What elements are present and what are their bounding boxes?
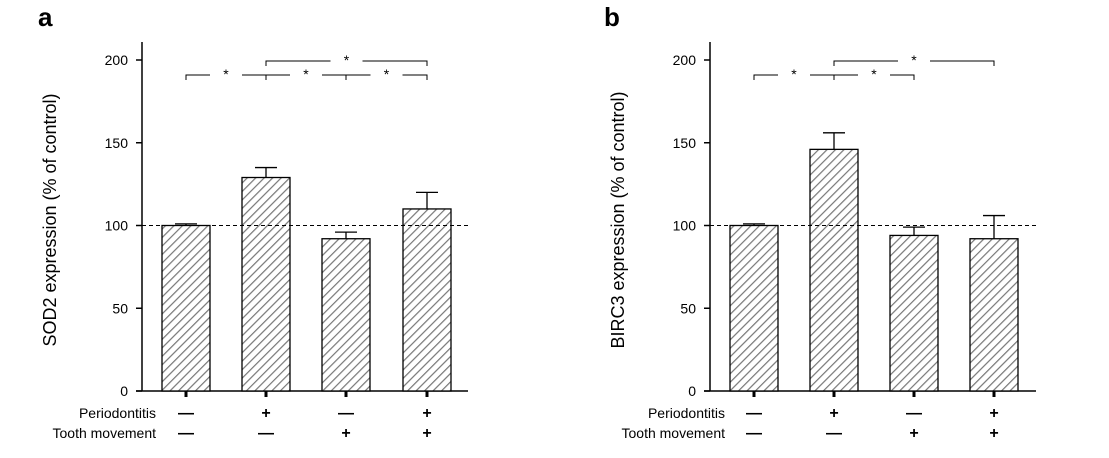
panel-b-bar-3 — [889, 234, 939, 392]
panel-b-row-label-tooth-movement: Tooth movement — [622, 425, 726, 441]
panel-b-y-tick-label: 150 — [673, 135, 697, 151]
panel-b-condition-2-bar-2: — — [826, 425, 842, 442]
panel-b-bar-4 — [969, 238, 1019, 392]
panel-b-significance-label-1: * — [791, 66, 797, 82]
panel-a-condition-2-bar-4: + — [422, 425, 431, 442]
panel-a-condition-1-bar-1: — — [178, 405, 194, 422]
panel-b-condition-1-bar-1: — — [746, 405, 762, 422]
panel-a-significance-bracket-4 — [265, 60, 428, 66]
panel-a-y-tick-label: 100 — [105, 218, 129, 234]
panel-b-y-axis-label: BIRC3 expression (% of control) — [608, 91, 628, 348]
panel-a-condition-1-bar-3: — — [338, 405, 354, 422]
panel-a-y-tick-label: 50 — [112, 300, 128, 316]
panel-a-row-label-tooth-movement: Tooth movement — [53, 425, 157, 441]
panel-a-y-tick-label: 150 — [105, 135, 129, 151]
panel-a-significance-bracket-3 — [345, 74, 428, 80]
panel-a-condition-2-bar-1: — — [178, 425, 194, 442]
panel-b-significance-label-3: * — [911, 52, 917, 68]
panel-b-plot-area: 0 50 100 150 200 * * * — + — + — — + + — [673, 42, 1036, 442]
panel-b-row-label-periodontitis: Periodontitis — [648, 405, 725, 421]
panel-a-bar-2 — [241, 176, 291, 392]
panel-a-significance-label-1: * — [223, 66, 229, 82]
panel-b-y-tick-label: 100 — [673, 218, 697, 234]
panel-b-y-tick-label: 50 — [680, 300, 696, 316]
panel-b-significance-label-2: * — [871, 66, 877, 82]
panel-b-significance-bracket-3 — [833, 60, 995, 66]
panel-b-significance-bracket-2 — [833, 74, 915, 80]
panel-a-condition-1-bar-2: + — [261, 405, 270, 422]
panel-b-y-tick-label: 0 — [688, 383, 696, 399]
panel-b-condition-1-bar-3: — — [906, 405, 922, 422]
panel-a-significance-label-3: * — [384, 66, 390, 82]
panel-b-letter: b — [604, 2, 620, 32]
panel-b-bar-2 — [809, 148, 859, 392]
panel-a-bar-3 — [321, 238, 371, 392]
panel-b-condition-2-bar-4: + — [989, 425, 998, 442]
panel-a-significance-label-4: * — [344, 52, 350, 68]
panel-a-condition-1-bar-4: + — [422, 405, 431, 422]
panel-a-y-tick-label: 200 — [105, 52, 129, 68]
panel-b-condition-1-bar-4: + — [989, 405, 998, 422]
panel-b-condition-1-bar-2: + — [829, 405, 838, 422]
panel-b-condition-2-bar-1: — — [746, 425, 762, 442]
panel-a-plot-area: 0 50 100 150 200 * * * * — + — + — — + + — [105, 42, 468, 442]
panel-a-letter: a — [38, 2, 53, 32]
panel-a-y-tick-label: 0 — [120, 383, 128, 399]
panel-a-condition-2-bar-3: + — [341, 425, 350, 442]
panel-a-y-axis-label: SOD2 expression (% of control) — [40, 93, 60, 346]
panel-b-y-tick-label: 200 — [673, 52, 697, 68]
panel-a-condition-2-bar-2: — — [258, 425, 274, 442]
panel-a: a SOD2 expression (% of control) 0 50 100 1… — [38, 2, 468, 442]
panel-a-bar-1 — [161, 224, 211, 392]
panel-a-bar-4 — [402, 208, 452, 392]
panel-b-bar-1 — [729, 224, 779, 392]
panel-b: b BIRC3 expression (% of control) 0 50 100… — [604, 2, 1036, 442]
panel-a-significance-label-2: * — [303, 66, 309, 82]
panel-a-row-label-periodontitis: Periodontitis — [79, 405, 156, 421]
panel-b-condition-2-bar-3: + — [909, 425, 918, 442]
